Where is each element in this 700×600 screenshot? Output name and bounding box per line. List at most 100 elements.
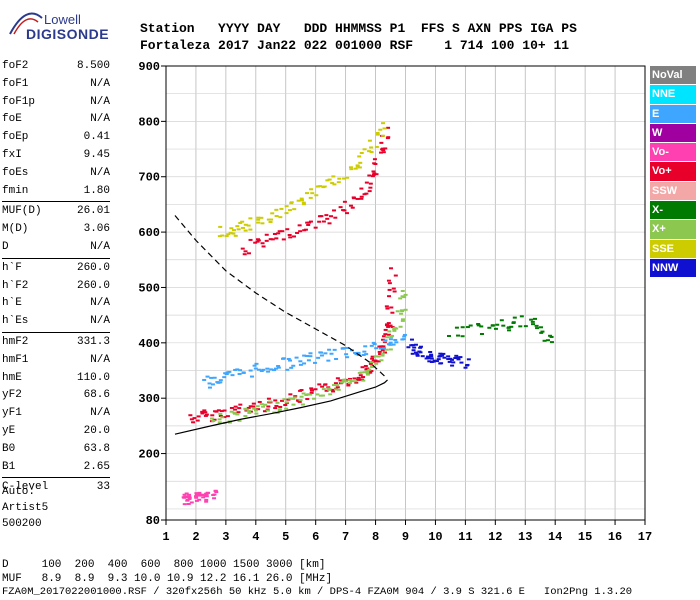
echo-point [386, 126, 391, 129]
echo-point [529, 318, 534, 321]
param-name: B1 [2, 460, 16, 473]
echo-point [393, 274, 398, 277]
chart-grid [165, 65, 646, 520]
echo-point [532, 317, 537, 320]
echo-point [291, 235, 296, 238]
echo-point [449, 358, 454, 361]
x-tick-label: 13 [518, 530, 532, 544]
echo-point [455, 356, 460, 359]
echo-point [216, 409, 221, 412]
echo-point [327, 178, 332, 181]
echo-point [487, 326, 492, 329]
echo-point [244, 408, 249, 411]
echo-point [202, 409, 207, 412]
echo-point [184, 492, 189, 495]
echo-point [317, 215, 322, 218]
param-name: h`F [2, 261, 22, 274]
echo-point [256, 218, 261, 221]
echo-point [334, 388, 339, 391]
logo-text-top: Lowell [44, 12, 81, 27]
echo-point [309, 188, 314, 191]
echo-point [299, 395, 304, 398]
echo-point [347, 377, 352, 380]
echo-point [420, 355, 425, 358]
echo-point [292, 396, 297, 399]
echo-point [367, 368, 372, 371]
echo-point [297, 224, 302, 227]
param-value: N/A [90, 77, 110, 90]
echo-point [351, 197, 356, 200]
echo-point [327, 222, 332, 225]
echo-point [410, 344, 415, 347]
echo-point [390, 311, 395, 314]
echo-point [321, 186, 326, 189]
echo-point [335, 386, 340, 389]
echo-point [308, 220, 313, 223]
echo-point [389, 336, 394, 339]
echo-point [302, 203, 307, 206]
echo-point [274, 404, 279, 407]
param-name: foF1 [2, 77, 29, 90]
y-tick-label: 900 [138, 60, 160, 74]
echo-point [386, 322, 391, 325]
echo-point [332, 209, 337, 212]
echo-point [296, 399, 301, 402]
param-row: D N/A [2, 239, 110, 257]
echo-point [251, 405, 256, 408]
echo-point [501, 324, 506, 327]
echo-point [264, 233, 269, 236]
x-tick-label: 5 [282, 530, 289, 544]
echo-point [284, 212, 289, 215]
echo-point [243, 250, 248, 253]
echo-point [387, 288, 392, 291]
echo-point [392, 290, 397, 293]
echo-point [337, 177, 342, 180]
echo-point [426, 357, 431, 360]
echo-point [418, 346, 423, 349]
echo-point [310, 389, 315, 392]
legend-item: SSE [650, 239, 696, 258]
echo-point [305, 398, 310, 401]
echo-point [368, 371, 373, 374]
echo-point [324, 214, 329, 217]
param-row: MUF(D) 26.01 [2, 203, 110, 221]
echo-point [353, 167, 358, 170]
y-tick-label: 800 [138, 115, 160, 129]
echo-point [382, 351, 387, 354]
echo-point [357, 155, 362, 158]
param-value: 20.0 [83, 425, 110, 437]
echo-point [247, 409, 252, 412]
echo-point [345, 356, 350, 359]
echo-point [220, 234, 225, 237]
param-value: N/A [90, 407, 110, 420]
echo-point [359, 195, 364, 198]
echo-point [189, 501, 194, 504]
echo-point [530, 320, 535, 323]
echo-point [330, 388, 335, 391]
echo-point [268, 400, 273, 403]
echo-point [365, 371, 370, 374]
echo-point [331, 175, 336, 178]
echo-point [316, 356, 321, 359]
echo-point [361, 376, 366, 379]
echo-point [317, 220, 322, 223]
param-row: yE 20.0 [2, 423, 110, 441]
echo-point [438, 352, 443, 355]
param-name: fxI [2, 149, 22, 161]
param-row: yF2 68.6 [2, 387, 110, 405]
echo-point [519, 315, 524, 318]
echo-point [429, 353, 434, 356]
param-name: M(D) [2, 223, 29, 236]
echo-point [301, 201, 306, 204]
echo-point [268, 238, 273, 241]
param-name: h`Es [2, 315, 29, 328]
echo-point [278, 405, 283, 408]
param-value: 9.45 [83, 149, 110, 161]
echo-point [298, 399, 303, 402]
echo-point [217, 421, 222, 424]
echo-point [254, 412, 259, 415]
echo-point [326, 359, 331, 362]
echo-point [261, 405, 266, 408]
param-name: C-level [2, 481, 49, 494]
echo-point [312, 397, 317, 400]
